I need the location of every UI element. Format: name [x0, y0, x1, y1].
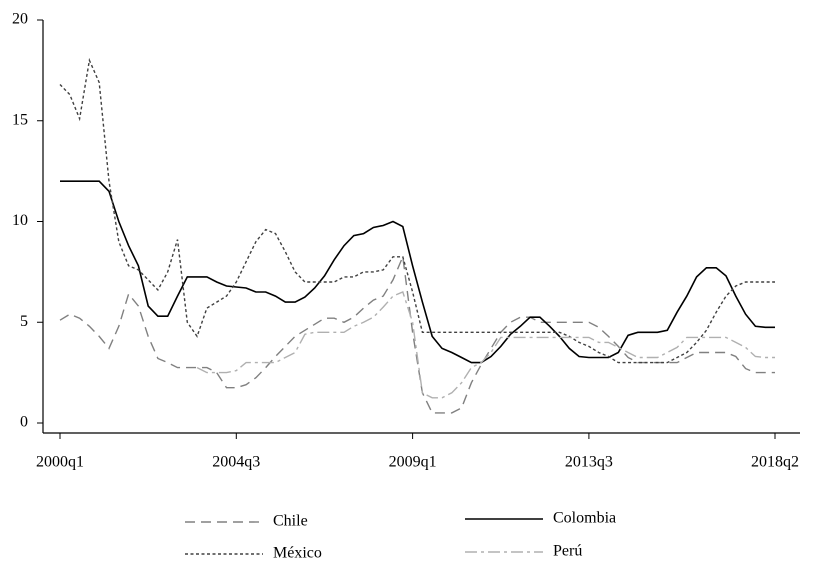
series-line [59, 57, 775, 364]
x-tick-label: 2004q3 [212, 454, 260, 471]
x-tick-label: 2013q3 [565, 454, 613, 471]
legend-label: México [273, 545, 322, 562]
x-tick-label: 2009q1 [389, 454, 437, 471]
y-tick-label: 10 [12, 212, 28, 229]
y-tick-label: 0 [20, 414, 28, 431]
x-tick-label: 2018q2 [751, 454, 799, 471]
y-tick-label: 20 [12, 11, 28, 28]
series-line [59, 254, 775, 414]
legend-label: Chile [273, 513, 308, 530]
legend-label: Colombia [553, 510, 616, 527]
legend-label: Perú [553, 543, 582, 560]
series-line [60, 180, 775, 364]
x-tick-label: 2000q1 [36, 454, 84, 471]
y-tick-label: 5 [20, 313, 28, 330]
y-tick-label: 15 [12, 111, 28, 128]
series-line [196, 291, 775, 399]
